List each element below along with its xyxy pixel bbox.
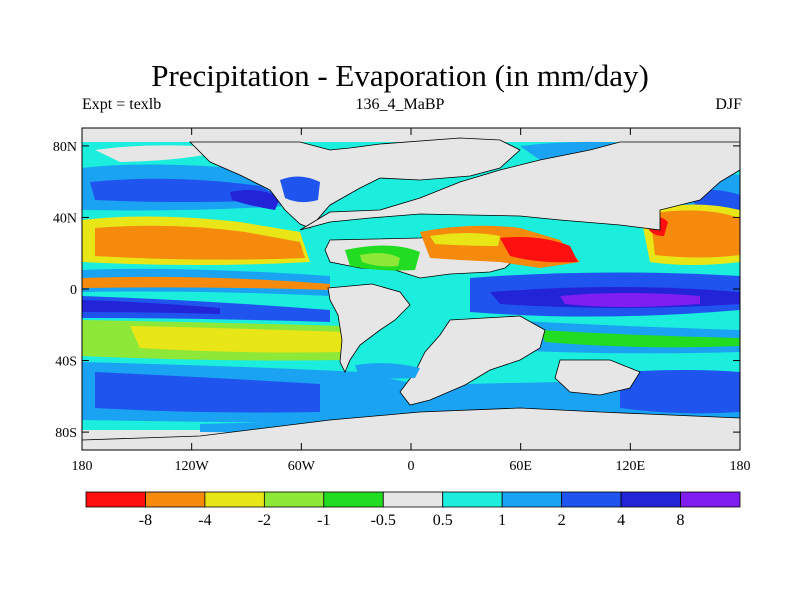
colorbar-swatch [85,491,146,508]
colorbar-label: 0.5 [433,512,453,529]
colorbar-swatch [501,491,563,508]
colorbar-label: -8 [139,512,152,529]
colorbar-swatch [145,491,206,508]
colorbar-label: -1 [317,512,330,529]
period-label: 136_4_MaBP [355,96,445,113]
colorbar-swatch [680,491,741,508]
colorbar: -8 -4 -2 -1 -0.5 0.5 1 2 4 8 [85,491,741,529]
x-tick-label: 120E [616,459,646,474]
land-masses [82,137,740,450]
colorbar-label: 2 [558,512,566,529]
colorbar-label: -0.5 [371,512,396,529]
colorbar-swatch [442,491,503,508]
colorbar-label: -2 [258,512,271,529]
y-tick-label: 80S [55,426,77,441]
chart-title: Precipitation - Evaporation (in mm/day) [151,58,649,93]
colorbar-swatch [382,491,444,508]
colorbar-label: 1 [498,512,506,529]
x-tick-label: 60W [288,459,316,474]
colorbar-label: 8 [677,512,685,529]
colorbar-swatch [323,491,384,508]
colorbar-swatch [204,491,265,508]
map-field [82,128,740,450]
y-axis: 80N 40N 0 40S 80S [53,140,740,441]
colorbar-label: 4 [617,512,625,529]
colorbar-swatch [263,491,325,508]
x-tick-label: 120W [175,459,210,474]
x-tick-label: 0 [408,459,415,474]
y-tick-label: 80N [53,140,77,155]
colorbar-swatch [561,491,622,508]
season-label: DJF [715,96,742,113]
colorbar-swatch [620,491,681,508]
x-tick-label: 180 [730,459,751,474]
y-tick-label: 40N [53,211,77,226]
x-axis: 180 120W 60W 0 60E 120E 180 [72,128,751,474]
x-tick-label: 180 [72,459,93,474]
x-tick-label: 60E [509,459,532,474]
y-tick-label: 40S [55,355,77,370]
y-tick-label: 0 [70,283,77,298]
colorbar-label: -4 [198,512,211,529]
experiment-label: Expt = texlb [82,96,162,113]
